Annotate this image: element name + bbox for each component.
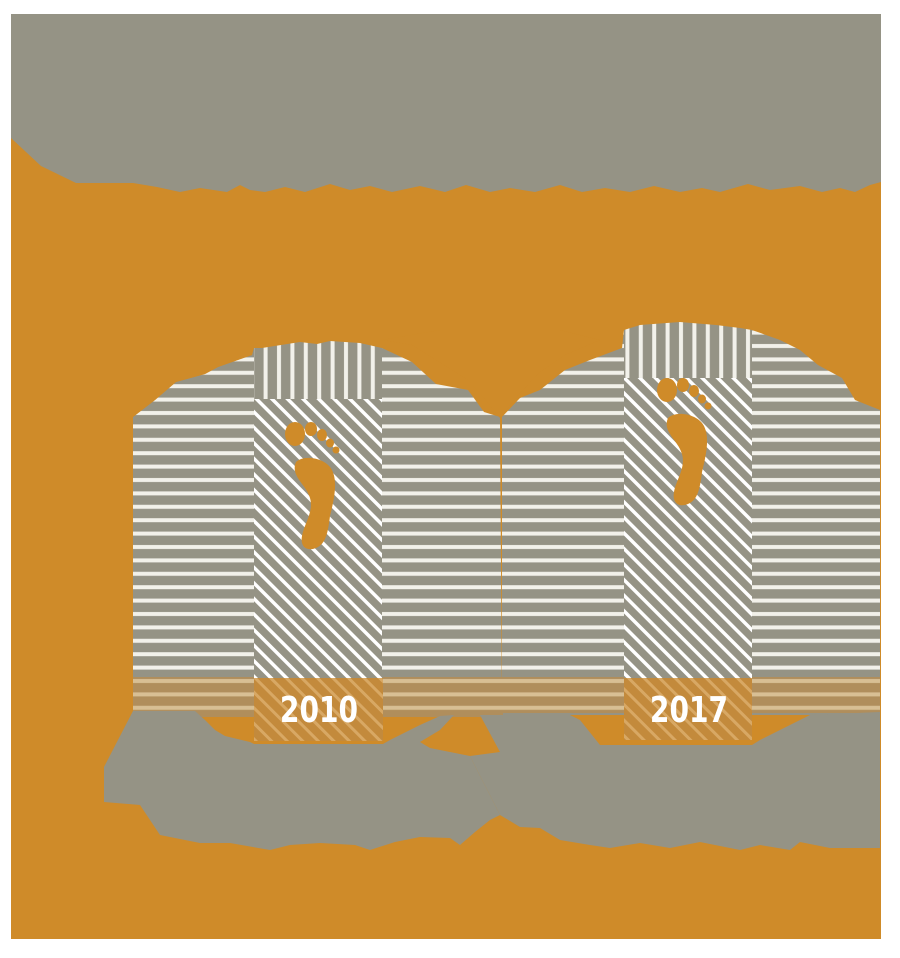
year-band-mid bbox=[383, 677, 503, 717]
center-notch bbox=[382, 330, 600, 418]
footprint-icon bbox=[285, 422, 340, 550]
lower-panel-right bbox=[470, 712, 880, 850]
year-band-2017 bbox=[624, 678, 752, 740]
header-band bbox=[11, 14, 881, 192]
panel-2017 bbox=[502, 322, 880, 715]
year-band-mid2 bbox=[502, 677, 624, 713]
year-band-right bbox=[752, 677, 880, 713]
year-label-2010: 2010 bbox=[279, 690, 359, 731]
panel-2010 bbox=[133, 300, 502, 717]
footprint-icon bbox=[657, 378, 712, 506]
year-band-left bbox=[133, 677, 254, 717]
year-band-2010 bbox=[254, 678, 383, 741]
lower-panel-left bbox=[104, 711, 500, 850]
year-label-2017: 2017 bbox=[649, 690, 729, 731]
